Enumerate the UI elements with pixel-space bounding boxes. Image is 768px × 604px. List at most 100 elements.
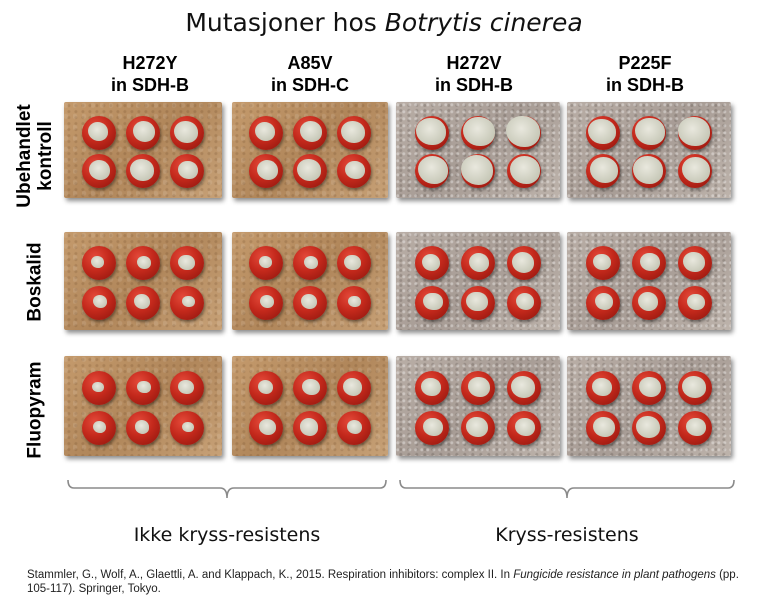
mold-lesion: [344, 160, 365, 180]
mold-lesion: [302, 378, 320, 396]
column-header-mutation: H272Y: [122, 53, 178, 73]
tomato: [586, 246, 621, 281]
mold-lesion: [687, 293, 705, 310]
mold-lesion: [423, 292, 443, 311]
tomato: [170, 246, 205, 281]
tomato: [460, 154, 495, 189]
tomato: [336, 371, 371, 405]
tomato: [293, 246, 327, 281]
tomato: [336, 115, 371, 150]
citation-book: Fungicide resistance in plant pathogens: [513, 569, 716, 581]
row-label-untreated: Ubehandlet kontroll: [14, 104, 56, 207]
mold-lesion: [640, 253, 660, 272]
mold-lesion: [637, 292, 659, 311]
row-label-line1: Fluopyram: [24, 361, 46, 459]
mold-lesion: [92, 295, 107, 308]
column-header-mutation: A85V: [287, 53, 333, 73]
mold-lesion: [340, 120, 365, 143]
column-header-subunit: in SDH-B: [111, 75, 189, 95]
photo-untreated-col1: [64, 102, 222, 198]
mold-lesion: [346, 419, 363, 435]
row-label-line2: kontroll: [35, 121, 56, 191]
mold-lesion: [515, 293, 535, 310]
mold-lesion: [463, 117, 495, 147]
mold-lesion: [636, 416, 660, 438]
tomato: [336, 154, 371, 189]
tomato: [293, 411, 327, 445]
tomato: [586, 411, 621, 445]
tomato: [249, 115, 284, 150]
mold-lesion: [348, 295, 362, 308]
mold-lesion: [515, 418, 535, 436]
tomato: [81, 154, 116, 189]
tomato: [293, 154, 327, 189]
tomato: [415, 285, 450, 320]
tomato: [506, 411, 541, 445]
mold-lesion: [465, 416, 489, 438]
tomato: [461, 371, 495, 405]
column-header-3: H272V in SDH-B: [394, 52, 554, 96]
tomato: [336, 411, 371, 445]
mold-lesion: [593, 417, 615, 437]
tomato: [336, 285, 371, 320]
tomato: [677, 154, 712, 189]
tomato: [461, 115, 495, 150]
tomato: [586, 371, 621, 405]
column-header-mutation: P225F: [618, 53, 672, 73]
title-prefix: Mutasjoner hos: [185, 8, 385, 37]
tomato: [170, 411, 205, 445]
tomato: [126, 154, 160, 189]
tomato: [170, 115, 205, 150]
group-label-no-cross-resistance: Ikke kryss-resistens: [133, 524, 321, 546]
tomato: [415, 246, 450, 281]
photo-boskalid-col3: [396, 232, 560, 330]
tomato: [461, 411, 495, 445]
mold-lesion: [468, 377, 490, 397]
tomato: [461, 285, 495, 320]
tomato: [632, 154, 666, 189]
mold-lesion: [511, 376, 535, 398]
column-header-1: H272Y in SDH-B: [70, 52, 230, 96]
mold-lesion: [299, 121, 323, 142]
tomato: [126, 115, 160, 150]
tomato: [632, 411, 666, 445]
photo-boskalid-col1: [64, 232, 222, 330]
tomato: [126, 285, 160, 320]
mold-lesion: [638, 376, 662, 398]
tomato: [293, 371, 327, 405]
tomato: [461, 246, 495, 281]
column-header-subunit: in SDH-B: [606, 75, 684, 95]
photo-fluopyram-col2: [232, 356, 388, 456]
bracket-line: [67, 479, 387, 499]
citation: Stammler, G., Wolf, A., Glaettli, A. and…: [27, 568, 747, 596]
photo-fluopyram-col4: [567, 356, 731, 456]
mold-lesion: [683, 252, 705, 273]
mold-lesion: [342, 377, 363, 396]
tomato: [632, 371, 666, 405]
tomato: [677, 285, 712, 320]
mold-lesion: [460, 155, 494, 186]
citation-pages: (pp. 105-117). Springer, Tokyo.: [27, 569, 739, 595]
tomato: [81, 285, 116, 320]
tomato: [586, 154, 621, 189]
tomato: [506, 115, 541, 150]
mold-lesion: [91, 381, 104, 393]
row-label-line1: Ubehandlet: [14, 104, 35, 208]
tomato: [632, 115, 666, 150]
mold-lesion: [589, 156, 619, 184]
mold-lesion: [134, 294, 150, 309]
mold-lesion: [257, 379, 274, 395]
photo-fluopyram-col1: [64, 356, 222, 456]
photo-fluopyram-col3: [396, 356, 560, 456]
mold-lesion: [344, 254, 362, 271]
tomato: [249, 154, 284, 189]
tomato: [249, 285, 284, 320]
tomato: [677, 411, 712, 445]
tomato: [586, 285, 621, 320]
mold-lesion: [417, 156, 449, 185]
mold-lesion: [303, 255, 319, 270]
photo-untreated-col3: [396, 102, 560, 198]
mold-lesion: [181, 295, 195, 308]
mold-lesion: [421, 378, 441, 396]
tomato: [336, 246, 371, 281]
